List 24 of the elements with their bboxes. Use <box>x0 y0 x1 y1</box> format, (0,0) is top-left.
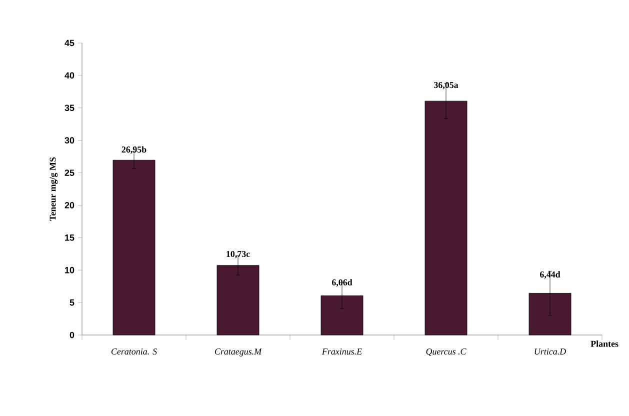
x-tick-label: Quercus .C <box>426 348 466 356</box>
data-label: 6,44d <box>540 271 560 279</box>
x-tick-label: Urtica.D <box>534 348 566 355</box>
x-axis-title: Plantes <box>590 340 618 347</box>
y-tick-label: 15 <box>65 234 74 241</box>
y-tick-label: 30 <box>64 137 74 144</box>
y-tick-label: 0 <box>70 332 74 338</box>
y-axis-title: Teneur mg/g MS <box>50 157 58 221</box>
y-tick-label: 5 <box>70 299 74 306</box>
x-tick-label: Fraxinus.E <box>322 348 362 355</box>
data-label: 6,06d <box>332 279 352 287</box>
x-tick-label: Crataegus.M <box>214 348 262 356</box>
y-tick-label: 40 <box>64 72 74 79</box>
y-tick-label: 35 <box>64 104 74 112</box>
y-tick-label: 45 <box>64 40 74 46</box>
data-label: 10,73c <box>226 250 250 258</box>
bar <box>320 295 364 336</box>
y-tick-label: 20 <box>64 202 74 208</box>
data-label: 36,05a <box>434 82 458 90</box>
y-tick-label: 10 <box>65 266 74 274</box>
data-label: 26,95b <box>122 146 146 154</box>
x-tick-label: Ceratonia. S <box>111 348 157 355</box>
bar <box>112 160 156 336</box>
y-tick-label: 25 <box>64 170 74 176</box>
